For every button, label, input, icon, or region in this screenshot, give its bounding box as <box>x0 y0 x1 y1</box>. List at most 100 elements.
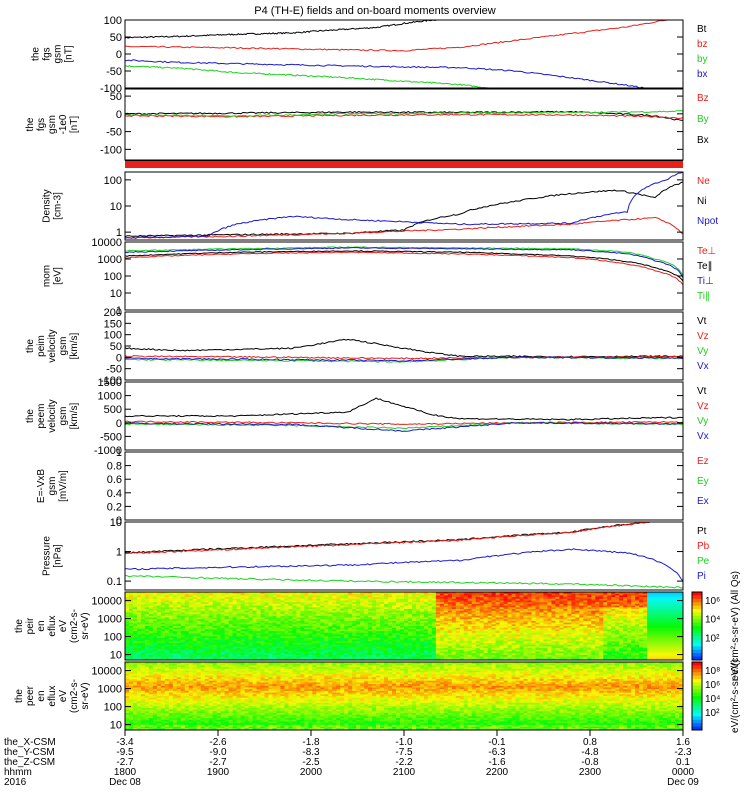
heatmap-cell <box>128 656 134 659</box>
heatmap-cell <box>400 612 405 615</box>
heatmap-cell <box>280 598 285 601</box>
heatmap-cell <box>172 646 178 649</box>
heatmap-cell <box>200 632 206 635</box>
heatmap-cell <box>164 641 170 644</box>
heatmap-cell <box>212 648 218 651</box>
heatmap-cell <box>156 631 162 634</box>
heatmap-cell <box>292 629 297 632</box>
heatmap-cell <box>180 609 186 612</box>
heatmap-cell <box>415 595 421 598</box>
heatmap-cell <box>252 614 258 617</box>
heatmap-cell <box>284 610 289 613</box>
heatmap-cell <box>360 643 365 646</box>
heatmap-cell <box>316 615 321 618</box>
heatmap-cell <box>328 609 333 612</box>
heatmap-cell <box>360 637 365 641</box>
heatmap-cell <box>304 632 309 635</box>
heatmap-cell <box>128 636 134 639</box>
heatmap-cell <box>232 624 238 627</box>
heatmap-cell <box>376 631 381 634</box>
heatmap-cell <box>312 631 317 634</box>
heatmap-cell <box>224 624 230 627</box>
heatmap-cell <box>320 598 325 601</box>
heatmap-cell <box>356 656 361 659</box>
heatmap-cell <box>356 641 361 644</box>
heatmap-cell <box>196 609 202 612</box>
heatmap-cell <box>276 597 281 600</box>
heatmap-cell <box>240 610 246 613</box>
heatmap-cell <box>260 593 265 596</box>
heatmap-cell <box>152 614 158 617</box>
heatmap-cell <box>128 632 134 635</box>
heatmap-cell <box>407 610 413 613</box>
heatmap-cell <box>415 598 421 601</box>
heatmap-cell <box>332 634 337 637</box>
heatmap-cell <box>332 624 337 627</box>
heatmap-cell <box>272 636 277 639</box>
heatmap-cell <box>352 612 357 615</box>
legend-item: Pe <box>697 556 710 567</box>
heatmap-cell <box>224 646 230 649</box>
heatmap-cell <box>400 602 405 605</box>
heatmap-cell <box>320 610 325 613</box>
heatmap-cell <box>376 641 381 644</box>
heatmap-cell <box>180 629 186 632</box>
heatmap-cell <box>144 595 150 598</box>
heatmap-cell <box>340 617 345 620</box>
heatmap-cell <box>328 610 333 613</box>
heatmap-cell <box>284 603 289 607</box>
heatmap-cell <box>384 627 389 630</box>
heatmap-cell <box>272 631 277 634</box>
heatmap-cell <box>284 622 289 625</box>
heatmap-cell <box>192 624 198 627</box>
heatmap-cell <box>404 637 409 641</box>
heatmap-cell <box>125 649 130 652</box>
heatmap-cell <box>260 651 265 654</box>
heatmap-cell <box>415 649 421 652</box>
heatmap-cell <box>419 639 425 642</box>
heatmap-cell <box>212 622 218 625</box>
heatmap-cell <box>140 600 146 603</box>
heatmap-cell <box>300 632 305 635</box>
heatmap-cell <box>284 654 289 658</box>
heatmap-cell <box>288 656 293 659</box>
heatmap-cell <box>180 612 186 615</box>
heatmap-cell <box>260 631 265 634</box>
heatmap-cell <box>125 644 130 647</box>
heatmap-cell <box>164 632 170 635</box>
heatmap-cell <box>184 597 190 600</box>
heatmap-cell <box>368 634 373 637</box>
heatmap-cell <box>176 595 182 598</box>
heatmap-cell <box>340 600 345 603</box>
heatmap-cell <box>260 612 265 615</box>
heatmap-cell <box>364 592 369 595</box>
heatmap-cell <box>212 626 218 629</box>
heatmap-cell <box>427 626 433 629</box>
heatmap-cell <box>419 592 425 595</box>
heatmap-cell <box>340 614 345 617</box>
heatmap-cell <box>272 619 277 622</box>
heatmap-cell <box>352 603 357 607</box>
heatmap-cell <box>376 654 381 658</box>
heatmap-cell <box>260 634 265 637</box>
heatmap-cell <box>280 626 285 629</box>
heatmap-cell <box>212 636 218 639</box>
heatmap-cell <box>164 648 170 651</box>
heatmap-cell <box>248 639 254 642</box>
heatmap-cell <box>400 620 405 624</box>
heatmap-cell <box>244 612 250 615</box>
heatmap-cell <box>336 649 341 652</box>
heatmap-cell <box>348 632 353 635</box>
heatmap-cell <box>220 656 226 659</box>
heatmap-cell <box>236 658 242 661</box>
heatmap-cell <box>168 653 174 656</box>
heatmap-cell <box>224 603 230 607</box>
heatmap-cell <box>352 651 357 654</box>
heatmap-cell <box>300 592 305 595</box>
heatmap-cell <box>140 627 146 630</box>
heatmap-cell <box>312 651 317 654</box>
heatmap-cell <box>348 654 353 658</box>
heatmap-cell <box>252 646 258 649</box>
heatmap-cell <box>360 593 365 596</box>
